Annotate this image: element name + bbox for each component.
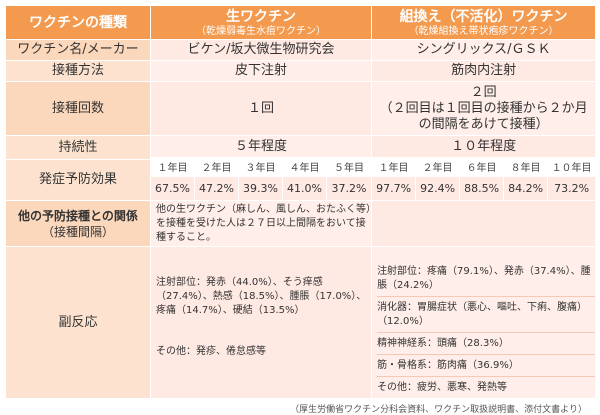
- recomb-count: ２回 （２回目は１回目の接種から２か月の間隔をあけて接種）: [371, 81, 597, 136]
- live-side-effects: 注射部位：発赤（44.0%）、そう痒感（27.4%）、熱感（18.5%）、腫脹（…: [149, 246, 373, 399]
- live-method: 皮下注射: [149, 60, 373, 82]
- live-side-effects-other: その他：発疹、倦怠感等: [156, 346, 266, 357]
- live-efficacy-3: 39.3%: [238, 175, 283, 202]
- recomb-year-10: １０年目: [547, 157, 597, 177]
- label-count: 接種回数: [5, 81, 151, 136]
- live-year-5: ５年目: [325, 157, 373, 177]
- recomb-side-effects-nervous: 精神神経系：頭痛（28.3%）: [377, 332, 595, 354]
- recomb-side-effects-muscle: 筋・骨格系：筋肉痛（36.9%）: [377, 354, 595, 376]
- label-interval: 他の予防接種との関係 （接種間隔）: [5, 200, 151, 247]
- row-interval: 他の予防接種との関係 （接種間隔） 他の生ワクチン（麻しん、風しん、おたふく等）…: [5, 200, 597, 247]
- recomb-side-effects-digestive: 消化器：胃腸症状（悪心、嘔吐、下痢、腹痛）（12.0%）: [377, 296, 595, 332]
- live-efficacy-4: 41.0%: [282, 175, 327, 202]
- recomb-interval: [371, 200, 597, 247]
- label-method: 接種方法: [5, 60, 151, 82]
- live-efficacy-1: 67.5%: [150, 175, 195, 202]
- recomb-efficacy-6: 88.5%: [459, 175, 505, 202]
- live-year-2: ２年目: [194, 157, 239, 177]
- recomb-year-2: ２年目: [415, 157, 461, 177]
- row-efficacy-values: 67.5% 47.2% 39.3% 41.0% 37.2% 97.7% 92.4…: [6, 175, 597, 202]
- recomb-method: 筋肉内注射: [371, 60, 597, 82]
- live-year-1: １年目: [150, 157, 195, 177]
- label-interval-main: 他の予防接種との関係: [18, 208, 138, 223]
- label-efficacy: 発症予防効果: [6, 159, 150, 200]
- live-duration: ５年程度: [149, 134, 373, 159]
- live-efficacy-5: 37.2%: [325, 175, 373, 202]
- live-side-effects-main: 注射部位：発赤（44.0%）、そう痒感（27.4%）、熱感（18.5%）、腫脹（…: [156, 277, 367, 316]
- recomb-efficacy-10: 73.2%: [547, 175, 597, 202]
- label-interval-sub: （接種間隔）: [41, 224, 114, 239]
- recomb-count-note: （２回目は１回目の接種から２か月の間隔をあけて接種）: [379, 100, 588, 132]
- header-live-vaccine: 生ワクチン （乾燥弱毒生水痘ワクチン）: [149, 5, 373, 40]
- header-corner: ワクチンの種類: [5, 5, 151, 40]
- vaccine-comparison: ワクチンの種類 生ワクチン （乾燥弱毒生水痘ワクチン） 組換え（不活化）ワクチン…: [5, 5, 597, 415]
- row-maker: ワクチン名/メーカー ビケン/坂大微生物研究会 シングリックス/ＧＳＫ: [5, 39, 597, 61]
- live-year-4: ４年目: [282, 157, 327, 177]
- header-row: ワクチンの種類 生ワクチン （乾燥弱毒生水痘ワクチン） 組換え（不活化）ワクチン…: [5, 5, 597, 40]
- recomb-count-main: ２回: [470, 84, 497, 100]
- live-efficacy-2: 47.2%: [194, 175, 239, 202]
- recomb-year-6: ６年目: [459, 157, 505, 177]
- label-duration: 持続性: [58, 140, 98, 155]
- recomb-efficacy-2: 92.4%: [415, 175, 461, 202]
- recomb-efficacy-8: 84.2%: [503, 175, 549, 202]
- live-year-3: ３年目: [238, 157, 283, 177]
- header-recombinant-vaccine: 組換え（不活化）ワクチン （乾燥組換え帯状疱疹ワクチン）: [371, 5, 597, 40]
- row-side-effects: 副反応 注射部位：発赤（44.0%）、そう痒感（27.4%）、熱感（18.5%）…: [5, 246, 597, 399]
- row-count: 接種回数 １回 ２回 （２回目は１回目の接種から２か月の間隔をあけて接種）: [5, 81, 597, 136]
- recomb-maker: シングリックス/ＧＳＫ: [371, 39, 597, 61]
- recomb-year-1: １年目: [371, 157, 417, 177]
- recomb-year-8: ８年目: [503, 157, 549, 177]
- live-count: １回: [149, 81, 373, 136]
- row-method: 接種方法 皮下注射 筋肉内注射: [5, 60, 597, 82]
- source-footnote: （厚生労働省ワクチン分科会資料、ワクチン取扱説明書、添付文書より）: [290, 405, 587, 415]
- recomb-side-effects-injection: 注射部位：疼痛（79.1%）、発赤（37.4%）、腫脹（24.2%）: [377, 266, 591, 291]
- live-maker: ビケン/坂大微生物研究会: [149, 39, 373, 61]
- live-interval: 他の生ワクチン（麻しん、風しん、おたふく等）を接種を受けた人は２７日以上間隔をお…: [149, 200, 373, 247]
- row-duration: 持続性 発症予防効果 ５年程度 １０年程度: [5, 134, 597, 201]
- label-maker: ワクチン名/メーカー: [5, 39, 151, 61]
- recomb-side-effects-other: その他：疲労、悪寒、発熱等: [377, 376, 595, 398]
- recomb-duration: １０年程度: [371, 134, 597, 159]
- recomb-efficacy-1: 97.7%: [371, 175, 417, 202]
- label-side-effects: 副反応: [5, 246, 151, 399]
- comparison-table: ワクチンの種類 生ワクチン （乾燥弱毒生水痘ワクチン） 組換え（不活化）ワクチン…: [5, 5, 597, 399]
- recomb-side-effects: 注射部位：疼痛（79.1%）、発赤（37.4%）、腫脹（24.2%） 消化器：胃…: [371, 246, 597, 399]
- label-duration-efficacy: 持続性 発症予防効果: [5, 135, 151, 201]
